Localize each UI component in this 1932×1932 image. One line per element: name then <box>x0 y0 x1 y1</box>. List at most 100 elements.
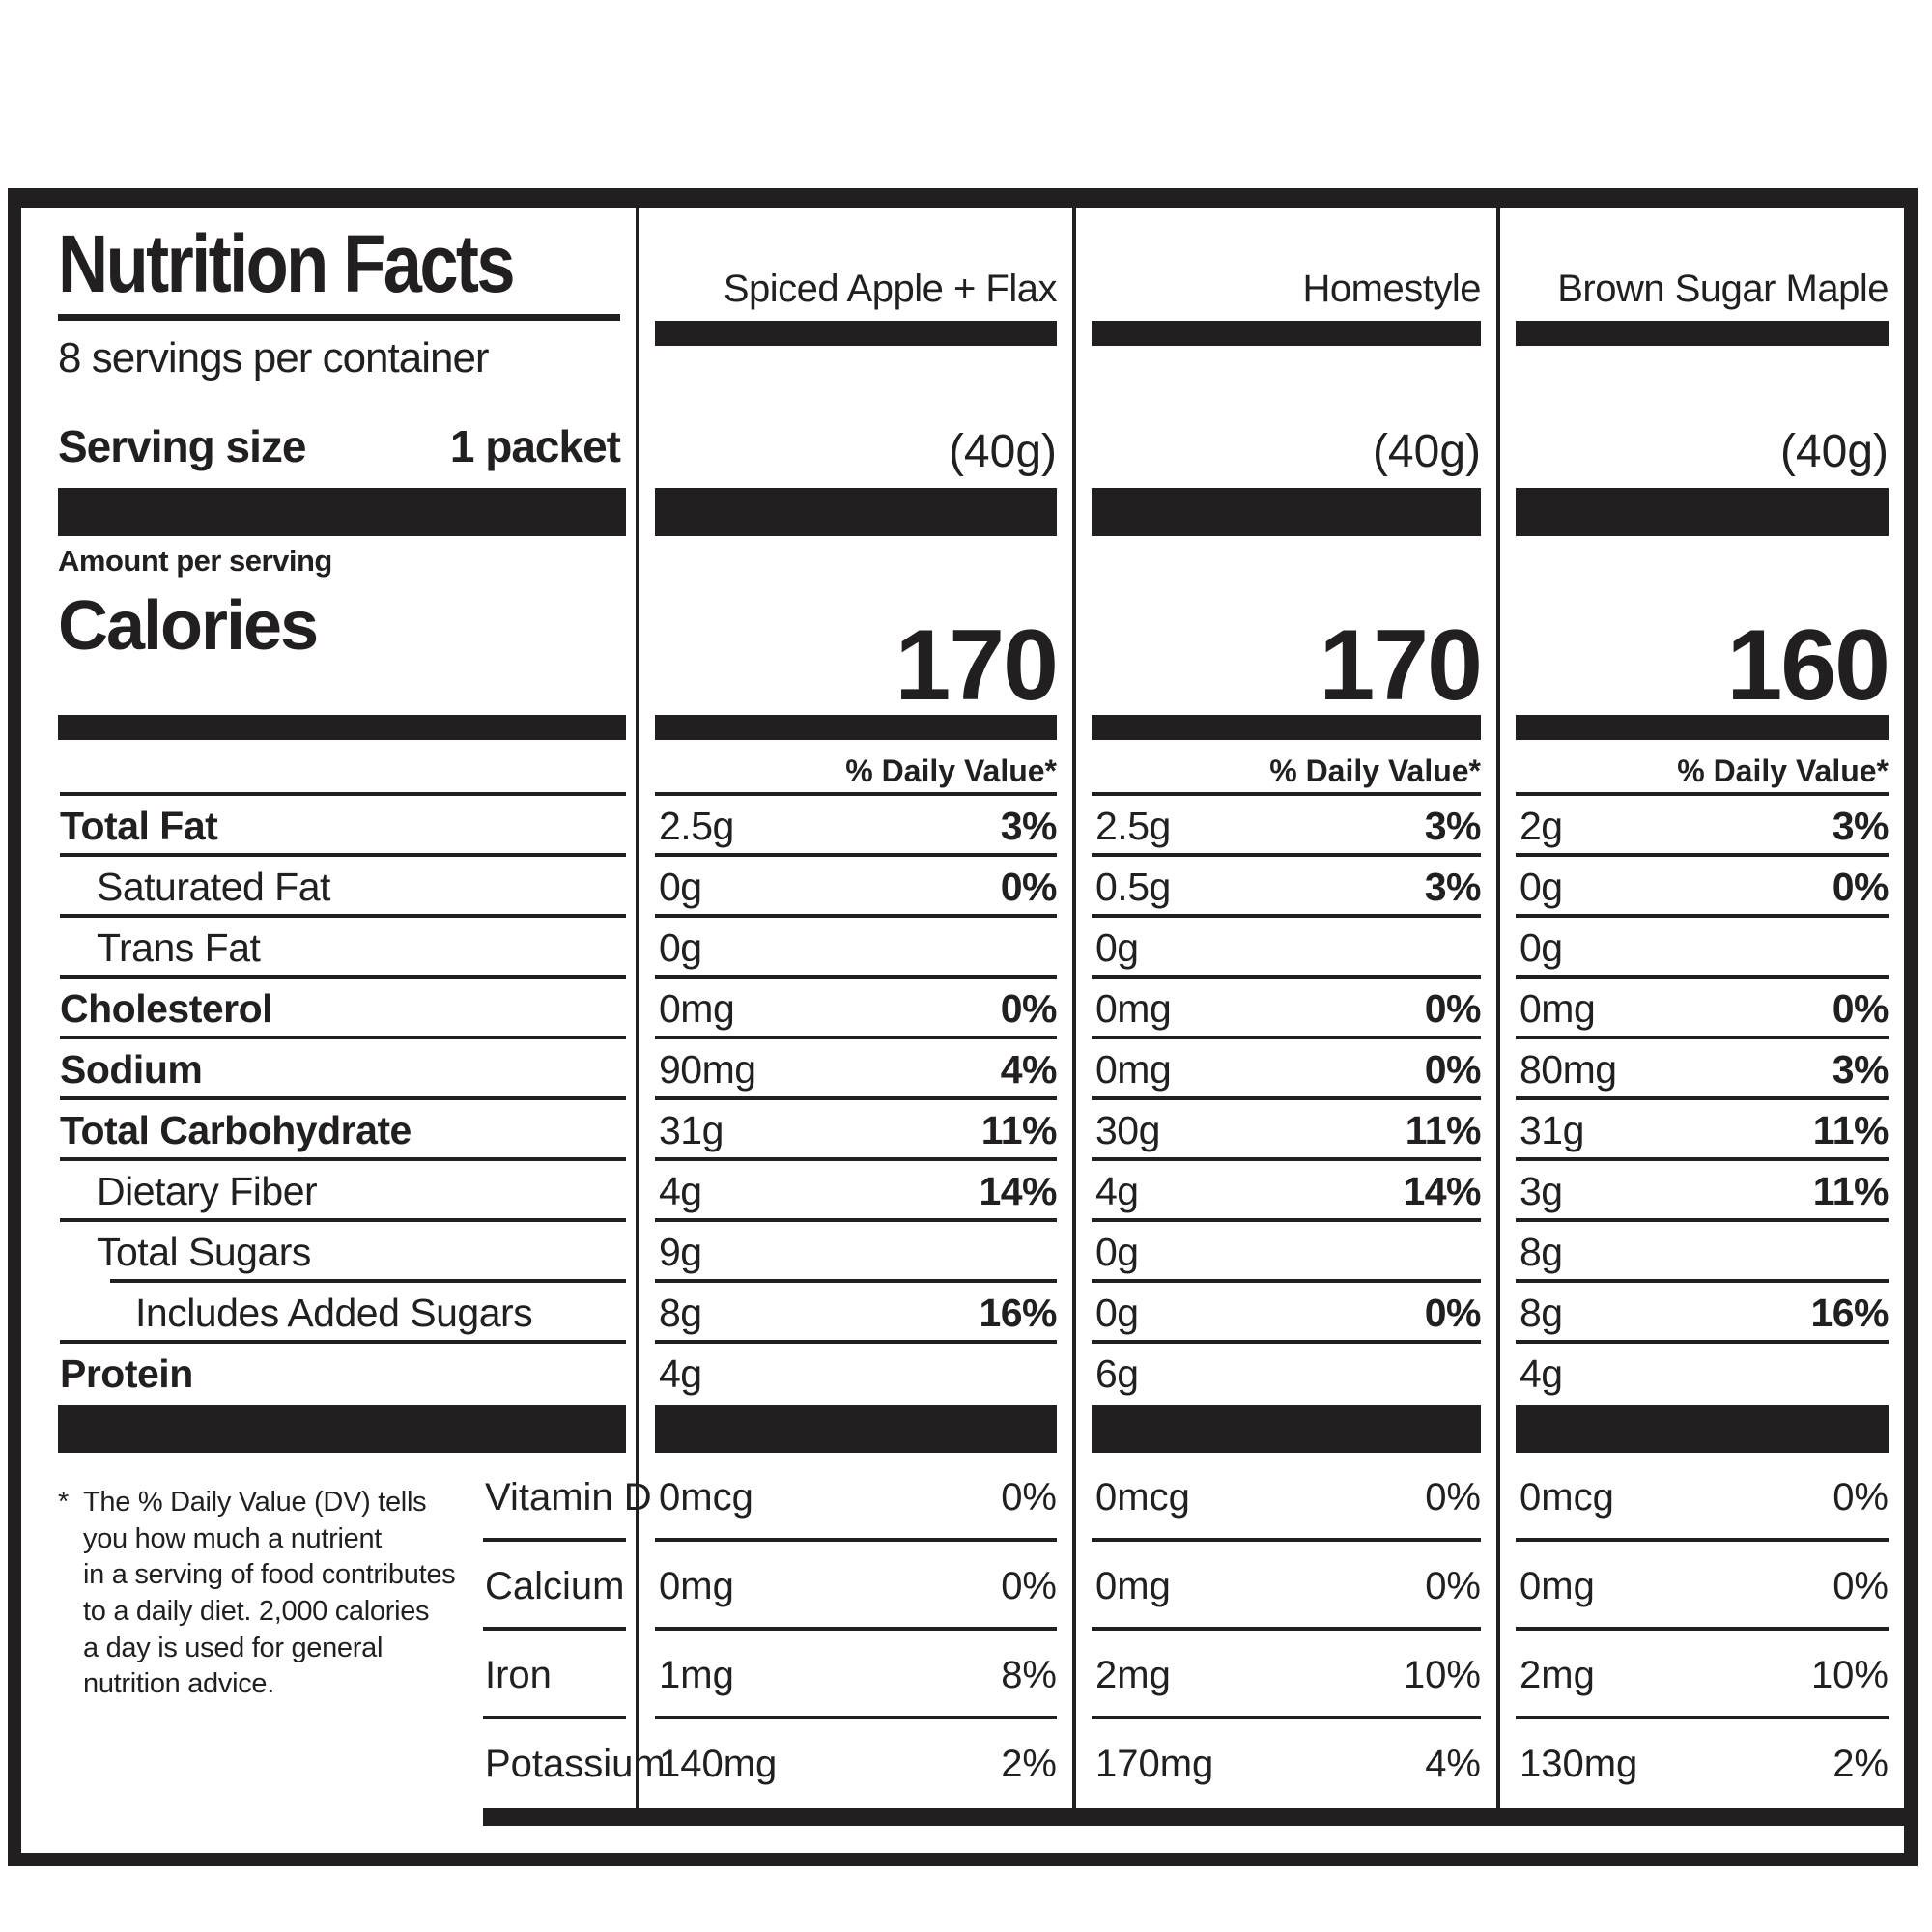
nutrient-value: 2.5g <box>1095 804 1171 848</box>
vitamin-cell: 130mg 2% <box>1496 1719 1904 1808</box>
daily-value-footnote: * The % Daily Value (DV) tells you how m… <box>58 1485 493 1703</box>
thick-bar <box>655 1405 1057 1453</box>
thick-bar-cell <box>1496 1405 1904 1453</box>
nutrient-value: 0mg <box>659 986 735 1031</box>
nutrient-cell: 3g 11% <box>1496 1161 1904 1222</box>
flavor-name-bar <box>1092 321 1481 346</box>
nutrient-dv: 11% <box>980 1108 1058 1152</box>
footnote-line: The % Daily Value (DV) tells <box>83 1487 427 1518</box>
medium-bar <box>655 715 1057 740</box>
nutrient-cell: 0g 0% <box>636 857 1072 918</box>
nutrient-label: Total Fat <box>21 796 636 857</box>
vitamin-dv: 0% <box>1001 1475 1057 1519</box>
flavor-name-bar <box>655 321 1057 346</box>
medium-bar-cell <box>1496 715 1904 740</box>
flavor-name: Spiced Apple + Flax <box>723 268 1058 310</box>
flavor-name-bar <box>1516 321 1889 346</box>
servings-per-container: 8 servings per container <box>58 334 490 382</box>
nutrient-value: 90mg <box>659 1047 756 1092</box>
vitamin-cell: 0mcg 0% <box>636 1453 1072 1542</box>
nutrient-label: Dietary Fiber <box>21 1161 636 1222</box>
medium-bar <box>1092 715 1481 740</box>
nutrient-dv: 3% <box>1424 865 1482 909</box>
footnote-line: nutrition advice. <box>83 1668 275 1700</box>
nutrient-cell: 0g <box>1072 1222 1496 1283</box>
thick-bar <box>1516 1405 1889 1453</box>
vitamin-dv: 0% <box>1425 1475 1481 1519</box>
bottom-rule <box>1500 1808 1904 1826</box>
nutrient-value: 8g <box>659 1291 702 1335</box>
nutrient-cell: 8g 16% <box>636 1283 1072 1344</box>
nutrient-cell: 0g 0% <box>1496 857 1904 918</box>
thick-bar-cell <box>636 488 1072 536</box>
nutrient-dv: 0% <box>1832 865 1889 909</box>
flavor-header-col3: Brown Sugar Maple (40g) <box>1496 208 1904 488</box>
nutrient-label: Cholesterol <box>21 979 636 1039</box>
thick-bar <box>655 488 1057 536</box>
nutrient-cell: 0mg 0% <box>1496 979 1904 1039</box>
vitamin-value: 0mcg <box>1095 1475 1190 1519</box>
vitamin-dv: 2% <box>1833 1742 1889 1785</box>
vitamin-label: Vitamin D <box>21 1453 652 1542</box>
vitamin-value: 0mcg <box>1520 1475 1614 1519</box>
flavor-name: Homestyle <box>1302 268 1482 310</box>
vitamin-cell: 2mg 10% <box>1072 1631 1496 1719</box>
calories-label-cell: Amount per serving Calories <box>21 536 636 715</box>
serving-weight: (40g) <box>1779 426 1889 477</box>
nutrient-value: 4g <box>1095 1169 1139 1213</box>
vitamin-dv: 10% <box>1403 1653 1481 1696</box>
bottom-rule <box>1076 1808 1496 1826</box>
nutrition-facts-panel: Nutrition Facts 8 servings per container… <box>8 188 1918 1866</box>
dv-header-cell: % Daily Value* <box>636 740 1072 796</box>
vitamin-dv: 10% <box>1810 1653 1889 1696</box>
nutrient-label: Total Carbohydrate <box>21 1100 636 1161</box>
serving-size-value: 1 packet <box>449 421 621 471</box>
thick-bar-cell <box>1072 488 1496 536</box>
thick-bar <box>1092 488 1481 536</box>
nutrient-value: 0g <box>659 925 702 970</box>
footnote-line: you how much a nutrient <box>83 1522 383 1554</box>
vitamin-value: 140mg <box>659 1742 778 1785</box>
thick-bar-cell <box>21 488 636 536</box>
nutrient-value: 2g <box>1520 804 1563 848</box>
nutrient-cell: 8g 16% <box>1496 1283 1904 1344</box>
serving-size-row: Serving size 1 packet <box>58 420 621 472</box>
thick-bar-cell <box>21 1405 636 1453</box>
nutrient-value: 4g <box>659 1169 702 1213</box>
nutrient-value: 0.5g <box>1095 865 1171 909</box>
nutrient-label: Sodium <box>21 1039 636 1100</box>
vitamin-value: 0mcg <box>659 1475 753 1519</box>
nutrient-value: 6g <box>1095 1351 1139 1396</box>
nutrient-value: 0g <box>659 865 702 909</box>
nutrient-dv: 0% <box>1424 1291 1482 1335</box>
footnote-line: in a serving of food contributes <box>83 1559 456 1591</box>
medium-bar <box>58 715 626 740</box>
vitamin-dv: 4% <box>1425 1742 1481 1785</box>
nutrient-dv: 16% <box>1810 1291 1889 1335</box>
nutrient-dv: 11% <box>1812 1169 1889 1213</box>
nutrient-cell: 0g <box>636 918 1072 979</box>
nutrient-value: 8g <box>1520 1230 1563 1274</box>
nutrient-value: 8g <box>1520 1291 1563 1335</box>
bottom-rule-cell <box>21 1808 636 1826</box>
calories-value-cell: 170 <box>636 536 1072 716</box>
flavor-header-col2: Homestyle (40g) <box>1072 208 1496 488</box>
vitamin-cell: 0mg 0% <box>1496 1542 1904 1631</box>
nutrient-dv: 0% <box>1832 986 1889 1031</box>
nutrient-cell: 0mg 0% <box>1072 1039 1496 1100</box>
nutrient-value: 0mg <box>1095 986 1172 1031</box>
vitamin-dv: 2% <box>1001 1742 1057 1785</box>
medium-bar <box>1516 715 1889 740</box>
vitamin-value: 2mg <box>1095 1653 1171 1696</box>
nutrient-dv: 3% <box>1832 1047 1889 1092</box>
page-title: Nutrition Facts <box>58 218 516 309</box>
serving-size-label: Serving size <box>58 421 306 471</box>
nutrient-dv: 4% <box>1000 1047 1058 1092</box>
dv-header-cell: % Daily Value* <box>1072 740 1496 796</box>
vitamin-value: 2mg <box>1520 1653 1595 1696</box>
vitamin-value: 1mg <box>659 1653 734 1696</box>
nutrient-cell: 90mg 4% <box>636 1039 1072 1100</box>
vitamin-cell: 0mcg 0% <box>1496 1453 1904 1542</box>
nutrient-dv: 0% <box>1000 865 1058 909</box>
footnote-asterisk: * <box>58 1487 69 1518</box>
